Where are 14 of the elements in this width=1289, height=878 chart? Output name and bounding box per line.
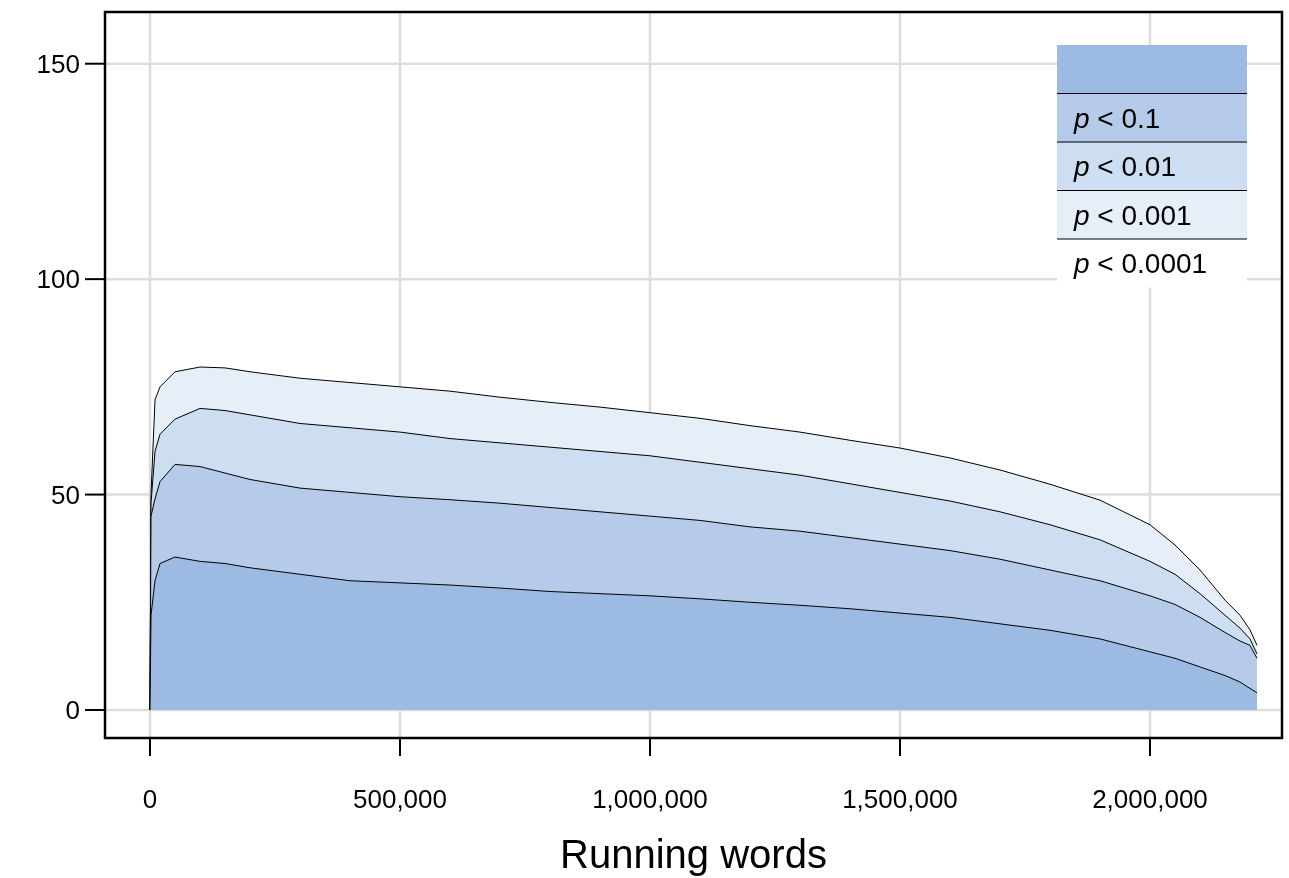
x-axis-title: Running words (560, 832, 827, 876)
annotation: p < 0.0001 (1073, 248, 1208, 279)
text: p < 0.001 (1074, 199, 1192, 231)
y-tick-label: 100 (36, 264, 80, 295)
x-tick-label: 1,000,000 (592, 784, 708, 814)
y-tick-label: 0 (65, 694, 80, 725)
x-tick-label: 2,000,000 (1092, 784, 1208, 814)
text: p < 0.01 (1074, 151, 1176, 182)
y-tick-label: 150 (36, 48, 80, 79)
y-tick-label: 50 (51, 479, 80, 510)
x-tick-label: 500,000 (353, 784, 447, 814)
x-tick-label: 0 (142, 784, 158, 814)
text: p < 0.1 (1074, 102, 1161, 134)
x-tick-label: 1,500,000 (842, 784, 958, 814)
